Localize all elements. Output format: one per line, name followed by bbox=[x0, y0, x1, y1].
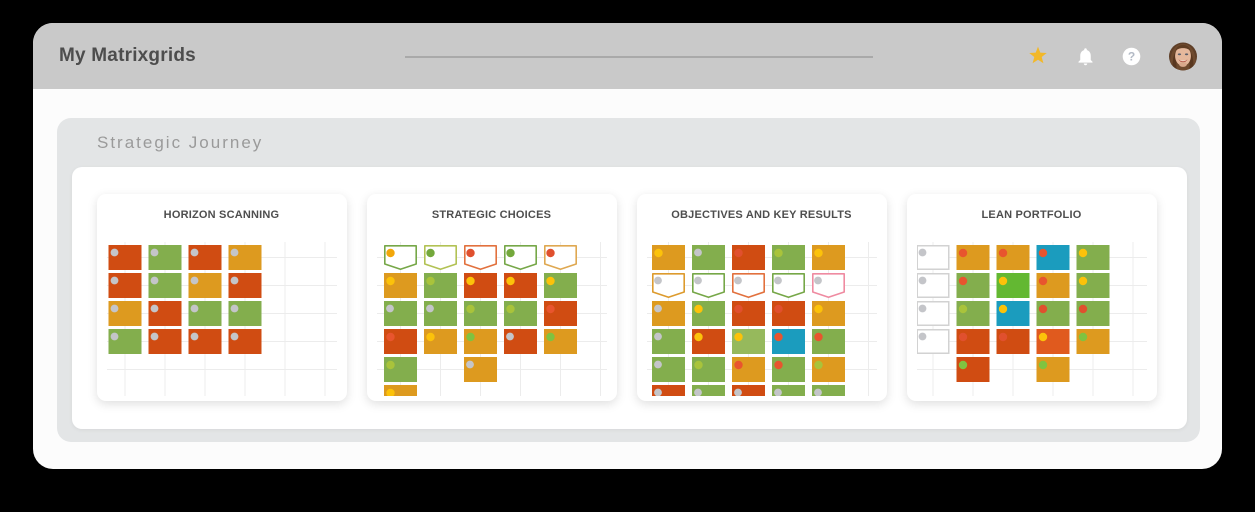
svg-text:?: ? bbox=[1127, 49, 1134, 63]
